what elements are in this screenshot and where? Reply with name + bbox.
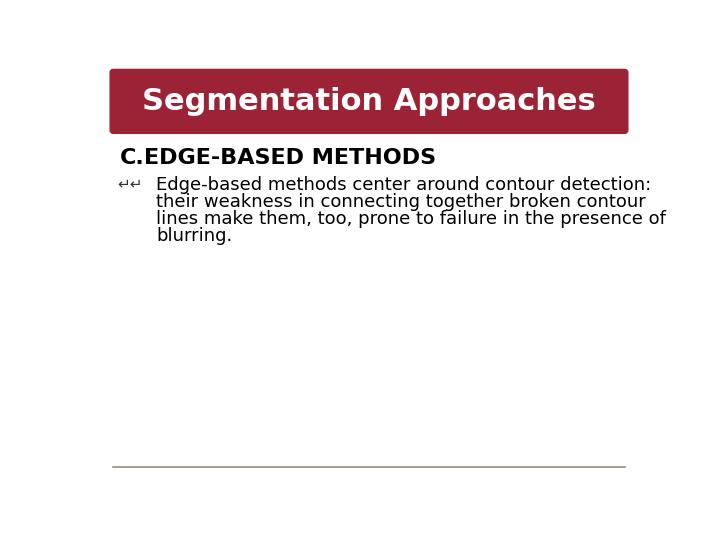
Text: blurring.: blurring. — [156, 227, 232, 245]
Text: C.: C. — [120, 148, 144, 168]
Text: their weakness in connecting together broken contour: their weakness in connecting together br… — [156, 193, 646, 211]
FancyBboxPatch shape — [110, 70, 628, 133]
Text: lines make them, too, prone to failure in the presence of: lines make them, too, prone to failure i… — [156, 211, 666, 228]
Text: Edge-based methods center around contour detection:: Edge-based methods center around contour… — [156, 177, 651, 194]
Text: ↵↵: ↵↵ — [117, 177, 143, 192]
Text: Segmentation Approaches: Segmentation Approaches — [142, 87, 596, 116]
Text: EDGE-BASED METHODS: EDGE-BASED METHODS — [144, 148, 436, 168]
